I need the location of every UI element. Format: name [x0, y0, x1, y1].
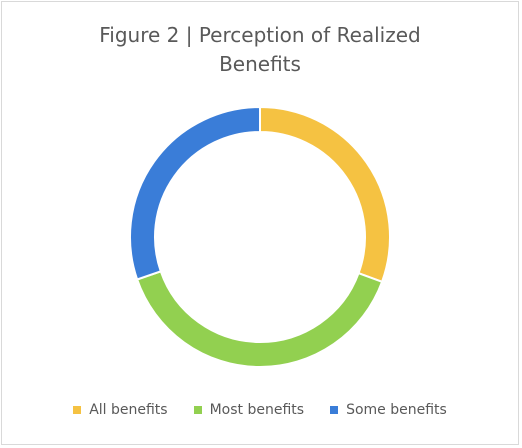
legend-swatch-most-benefits: [193, 406, 202, 414]
legend-item-all-benefits: All benefits: [73, 402, 168, 418]
chart-title: Figure 2 | Perception of Realized Benefi…: [0, 21, 520, 79]
legend-item-most-benefits: Most benefits: [193, 402, 305, 418]
donut-slice-some-benefits: [129, 105, 261, 281]
legend-label-all-benefits: All benefits: [89, 402, 168, 418]
chart-title-line-1: Figure 2 | Perception of Realized: [99, 23, 421, 47]
donut-slice-most-benefits: [135, 270, 384, 368]
legend-item-some-benefits: Some benefits: [330, 402, 447, 418]
legend-label-most-benefits: Most benefits: [209, 402, 305, 418]
legend-label-some-benefits: Some benefits: [346, 402, 447, 418]
donut-slice-all-benefits: [259, 105, 391, 284]
chart-title-line-2: Benefits: [219, 52, 301, 76]
legend-swatch-some-benefits: [330, 406, 339, 414]
legend-swatch-all-benefits: [73, 406, 82, 414]
chart-legend: All benefits Most benefits Some benefits: [0, 402, 520, 418]
